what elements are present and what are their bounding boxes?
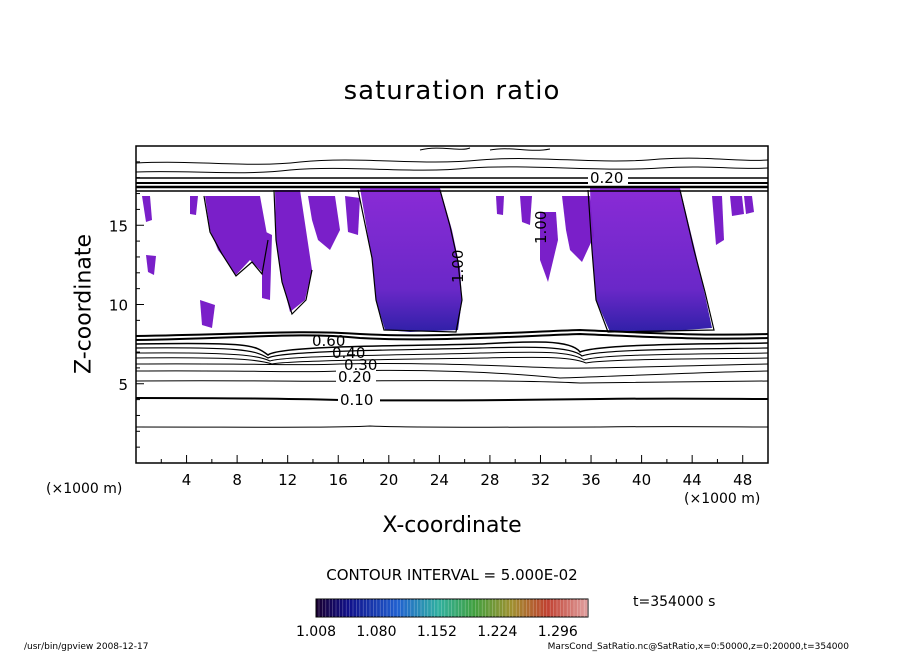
cloud-fill-left xyxy=(360,188,462,332)
contour-interval-label: CONTOUR INTERVAL = 5.000E-02 xyxy=(326,566,578,584)
x-tick-label: 44 xyxy=(683,471,702,489)
footer-right: MarsCond_SatRatio.nc@SatRatio,x=0:50000,… xyxy=(547,642,849,652)
colorbar-tick-label: 1.296 xyxy=(538,624,578,640)
contour-label-2: 0.30 xyxy=(344,356,377,374)
plot-area xyxy=(136,147,768,428)
x-tick-label: 8 xyxy=(232,471,242,489)
contour-labels: 0.10 0.20 0.30 0.40 0.60 0.20 1.00 1.00 xyxy=(312,169,628,409)
cloud-fill-right xyxy=(590,188,712,332)
lower-contours xyxy=(136,328,768,428)
colorbar-tick-label: 1.152 xyxy=(417,624,457,640)
cloud-filaments xyxy=(142,190,754,328)
x-tick-label: 24 xyxy=(430,471,449,489)
x-tick-label: 36 xyxy=(581,471,600,489)
x-unit-label: (×1000 m) xyxy=(684,491,761,507)
contour-label-6: 1.00 xyxy=(449,250,467,283)
cloud-outlines xyxy=(203,189,715,333)
colorbar-tick-label: 1.080 xyxy=(356,624,396,640)
x-tick-label: 48 xyxy=(733,471,752,489)
x-tick-label: 4 xyxy=(182,471,192,489)
y-axis: 5 10 15 xyxy=(109,145,144,448)
colorbar-tick-label: 1.224 xyxy=(477,624,517,640)
x-axis-label: X-coordinate xyxy=(382,513,522,538)
contour-label-7: 1.00 xyxy=(532,211,550,244)
colorbar-gradient xyxy=(315,598,589,618)
footer-left: /usr/bin/gpview 2008-12-17 xyxy=(24,642,149,652)
x-tick-label: 16 xyxy=(329,471,348,489)
time-label: t=354000 s xyxy=(633,594,716,610)
y-tick-label: 15 xyxy=(109,217,128,235)
colorbar: 1.008 1.080 1.152 1.224 1.296 xyxy=(296,598,589,640)
contour-label-3: 0.40 xyxy=(332,344,365,362)
x-tick-label: 40 xyxy=(632,471,651,489)
x-tick-label: 12 xyxy=(278,471,297,489)
y-unit-label: (×1000 m) xyxy=(46,481,123,497)
x-tick-label: 28 xyxy=(480,471,499,489)
x-tick-label: 20 xyxy=(379,471,398,489)
y-axis-label: Z-coordinate xyxy=(71,234,97,374)
contour-label-0: 0.10 xyxy=(340,391,373,409)
x-tick-label: 32 xyxy=(531,471,550,489)
colorbar-tick-label: 1.008 xyxy=(296,624,336,640)
x-axis: 4 8 12 16 20 24 28 32 36 40 44 48 xyxy=(135,455,769,489)
contour-label-1: 0.20 xyxy=(338,368,371,386)
y-tick-label: 10 xyxy=(109,297,128,315)
y-tick-label: 5 xyxy=(118,376,128,394)
contour-label-5: 0.20 xyxy=(590,169,623,187)
chart-title: saturation ratio xyxy=(343,76,561,106)
upper-contours xyxy=(136,147,768,192)
contour-label-4: 0.60 xyxy=(312,332,345,350)
